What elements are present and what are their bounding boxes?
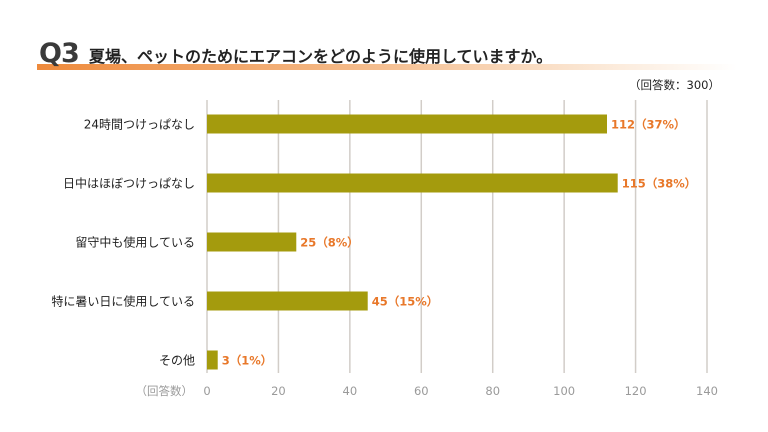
bar — [207, 350, 218, 370]
x-tick-label: 100 — [553, 384, 575, 398]
bar — [207, 232, 297, 252]
x-tick-label: 140 — [696, 384, 718, 398]
question-header: Q3 夏場、ペットのためにエアコンをどのように使用していますか。 — [37, 38, 737, 70]
category-label: 特に暑い日に使用している — [51, 294, 195, 309]
x-tick-label: 40 — [343, 384, 358, 398]
category-label: 24時間つけっぱなし — [84, 118, 195, 132]
category-label: その他 — [159, 354, 195, 368]
data-label: 3（1%） — [222, 354, 273, 368]
respondent-count: （回答数：300） — [629, 78, 720, 92]
bar — [207, 114, 607, 134]
title-underline — [37, 64, 737, 70]
x-axis-label: （回答数） — [136, 384, 194, 398]
data-label: 25（8%） — [300, 236, 359, 250]
x-tick-label: 80 — [485, 384, 500, 398]
question-text: 夏場、ペットのためにエアコンをどのように使用していますか。 — [89, 47, 553, 66]
category-label: 日中はほぼつけっぱなし — [63, 176, 195, 191]
x-tick-label: 120 — [625, 384, 647, 398]
x-tick-label: 0 — [203, 384, 210, 398]
data-label: 112（37%） — [611, 118, 686, 132]
bar — [207, 291, 368, 311]
x-tick-label: 60 — [414, 384, 429, 398]
bar — [207, 173, 618, 193]
data-label: 45（15%） — [372, 295, 439, 309]
category-label: 留守中も使用している — [75, 235, 195, 250]
question-number: Q3 — [39, 38, 80, 69]
data-label: 115（38%） — [622, 177, 697, 191]
x-tick-label: 20 — [271, 384, 286, 398]
